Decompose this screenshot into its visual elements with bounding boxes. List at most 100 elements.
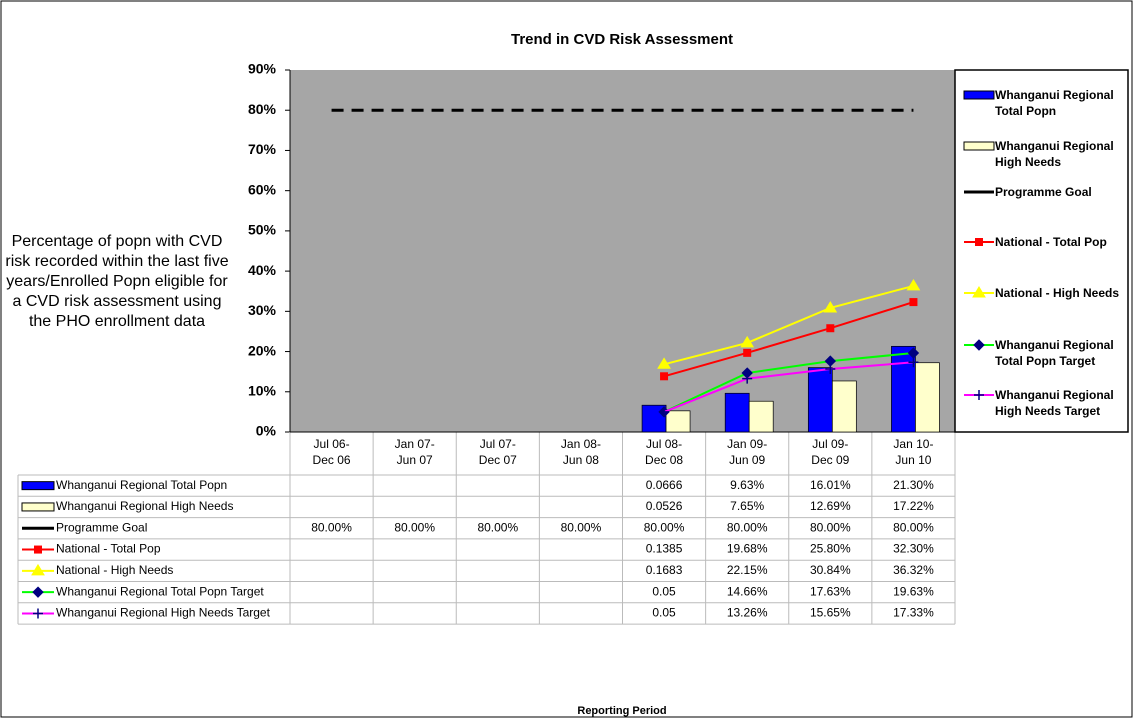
x-tick-label: Jan 07- Jun 07 [394, 437, 435, 467]
bar [891, 345, 916, 433]
series-line [663, 284, 914, 366]
point-marker [908, 357, 919, 368]
legend-swatch [963, 90, 995, 100]
legend-marker [32, 586, 44, 598]
bar [831, 380, 857, 433]
x-tick-label: Jul 07- Dec 07 [478, 437, 517, 467]
y-tick-label: 50% [248, 222, 277, 238]
table-cell: 17.63% [810, 584, 851, 598]
table-cell: 0.05 [652, 584, 676, 598]
x-tick-label-box: Jul 07- Dec 07 [478, 437, 517, 467]
table-cell: 80.00% [810, 520, 851, 534]
table-cell: 9.63% [730, 478, 764, 492]
legend [954, 69, 1129, 433]
table-cell: 21.30% [893, 478, 934, 492]
table-row-label: Whanganui Regional Total Popn Target [56, 584, 264, 598]
table-row-label: National - High Needs [56, 563, 173, 577]
legend-label: Whanganui Regional High Needs [995, 139, 1114, 169]
point-marker [906, 278, 921, 291]
table-cell: 17.22% [893, 499, 934, 513]
table-cell: 36.32% [893, 563, 934, 577]
legend-marker [972, 286, 986, 298]
series-line [663, 352, 914, 413]
y-tick-label: 60% [248, 181, 277, 197]
point-marker [740, 335, 755, 348]
legend-swatch [21, 502, 55, 512]
legend-marker [31, 563, 45, 576]
x-tick-label: Jan 10- Jun 10 [893, 437, 934, 467]
table-cell: 19.63% [893, 584, 934, 598]
legend-marker [974, 390, 984, 400]
table-row-label: Whanganui Regional High Needs [56, 499, 233, 513]
table-cell: 80.00% [394, 520, 435, 534]
y-axis-title-box: Percentage of popn with CVD risk recorde… [5, 233, 229, 330]
table-cell: 0.0666 [646, 478, 683, 492]
y-tick-label: 0% [256, 423, 277, 439]
point-marker [660, 372, 669, 381]
legend-marker [33, 608, 43, 619]
point-marker [659, 406, 670, 417]
legend-label: Whanganui Regional High Needs Target [995, 388, 1114, 418]
x-tick-label-box: Jan 08- Jun 08 [560, 437, 601, 467]
bar [665, 410, 691, 433]
x-tick-label-box: Jul 09- Dec 09 [811, 437, 850, 467]
bar [724, 392, 750, 433]
x-tick-label: Jul 08- Dec 08 [645, 437, 684, 467]
legend-marker [34, 545, 42, 554]
point-marker [826, 324, 835, 333]
table-row-label: Programme Goal [56, 520, 147, 534]
table-cell: 32.30% [893, 542, 934, 556]
legend-label: Whanganui Regional Total Popn Target [995, 338, 1114, 368]
table-cell: 17.33% [893, 606, 934, 620]
table-cell: 13.26% [727, 606, 768, 620]
table-cell: 25.80% [810, 542, 851, 556]
table-row-label: Whanganui Regional Total Popn [56, 478, 227, 492]
y-tick-label: 10% [248, 382, 277, 398]
legend-swatch [21, 481, 55, 491]
x-tick-label: Jul 06- Dec 06 [312, 437, 351, 467]
table-row-label: Whanganui Regional High Needs Target [56, 606, 271, 620]
legend-label-box: National - Total Pop [995, 235, 1107, 249]
x-tick-label-box: Jan 10- Jun 10 [893, 437, 934, 467]
series-line [663, 361, 914, 413]
table-cell: 80.00% [561, 520, 602, 534]
legend-label: National - Total Pop [995, 235, 1107, 249]
legend-marker [975, 238, 983, 246]
legend-marker [973, 339, 985, 351]
x-tick-label: Jan 08- Jun 08 [560, 437, 601, 467]
table-cell: 0.1683 [646, 563, 683, 577]
table-cell: 0.1385 [646, 542, 683, 556]
table-cell: 15.65% [810, 606, 851, 620]
legend-label: Programme Goal [995, 185, 1092, 199]
table-cell: 80.00% [727, 520, 768, 534]
y-tick-label: 90% [248, 61, 277, 77]
plot-area [290, 70, 955, 432]
legend-label-box: National - High Needs [995, 286, 1119, 300]
table-cell: 22.15% [727, 563, 768, 577]
y-tick-label: 30% [248, 302, 277, 318]
x-tick-label: Jul 09- Dec 09 [811, 437, 850, 467]
y-tick-label: 20% [248, 342, 277, 358]
bar [748, 400, 774, 433]
table-cell: 80.00% [644, 520, 685, 534]
table-cell: 0.0526 [646, 499, 683, 513]
legend-label-box: Whanganui Regional Total Popn [995, 88, 1114, 118]
table-cell: 80.00% [477, 520, 518, 534]
table-cell: 80.00% [893, 520, 934, 534]
point-marker [657, 357, 671, 369]
series-line [663, 301, 914, 378]
legend-swatch [963, 141, 995, 151]
y-tick-label: 40% [248, 262, 277, 278]
table-cell: 14.66% [727, 584, 768, 598]
point-marker [743, 348, 752, 357]
y-axis-title: Percentage of popn with CVD risk recorde… [5, 233, 229, 330]
legend-label-box: Whanganui Regional High Needs [995, 139, 1114, 169]
point-marker [825, 364, 836, 375]
table-cell: 30.84% [810, 563, 851, 577]
chart-title: Trend in CVD Risk Assessment [511, 31, 733, 48]
bar [915, 362, 940, 433]
table-cell: 80.00% [311, 520, 352, 534]
legend-label-box: Programme Goal [995, 185, 1092, 199]
table-row-label: National - Total Pop [56, 542, 161, 556]
